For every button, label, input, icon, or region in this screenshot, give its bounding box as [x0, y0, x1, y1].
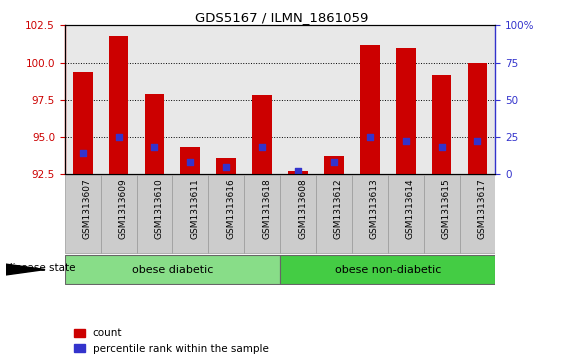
Bar [109, 36, 128, 174]
Text: GSM1313611: GSM1313611 [190, 178, 199, 239]
FancyBboxPatch shape [65, 175, 101, 253]
Bar [216, 158, 236, 174]
Bar [324, 156, 344, 174]
FancyBboxPatch shape [459, 175, 495, 253]
FancyBboxPatch shape [352, 175, 388, 253]
FancyBboxPatch shape [280, 255, 495, 284]
Text: obese non-diabetic: obese non-diabetic [334, 265, 441, 274]
Point [329, 159, 338, 165]
Bar [360, 45, 379, 174]
FancyBboxPatch shape [244, 175, 280, 253]
Text: obese diabetic: obese diabetic [132, 265, 213, 274]
Point [186, 159, 195, 165]
Polygon shape [6, 264, 45, 275]
Text: GSM1313614: GSM1313614 [406, 178, 415, 239]
FancyBboxPatch shape [424, 175, 459, 253]
Text: disease state: disease state [6, 263, 75, 273]
Text: GDS5167 / ILMN_1861059: GDS5167 / ILMN_1861059 [195, 11, 368, 24]
Text: GSM1313610: GSM1313610 [154, 178, 163, 239]
Point [473, 139, 482, 144]
Bar [181, 147, 200, 174]
Text: GSM1313612: GSM1313612 [334, 178, 343, 239]
Text: GSM1313613: GSM1313613 [370, 178, 379, 239]
Bar [396, 48, 415, 174]
FancyBboxPatch shape [208, 175, 244, 253]
Text: GSM1313615: GSM1313615 [441, 178, 450, 239]
FancyBboxPatch shape [137, 175, 172, 253]
Bar [468, 62, 488, 174]
Text: GSM1313609: GSM1313609 [119, 178, 128, 239]
FancyBboxPatch shape [316, 175, 352, 253]
Point [365, 134, 374, 140]
Text: GSM1313607: GSM1313607 [83, 178, 92, 239]
Point [222, 164, 231, 170]
Point [258, 144, 267, 150]
FancyBboxPatch shape [101, 175, 137, 253]
FancyBboxPatch shape [280, 175, 316, 253]
FancyBboxPatch shape [172, 175, 208, 253]
Point [293, 168, 302, 174]
Text: GSM1313608: GSM1313608 [298, 178, 307, 239]
FancyBboxPatch shape [65, 255, 280, 284]
Bar [252, 95, 272, 174]
FancyBboxPatch shape [388, 175, 424, 253]
Text: GSM1313616: GSM1313616 [226, 178, 235, 239]
Bar [288, 171, 308, 174]
Text: GSM1313617: GSM1313617 [477, 178, 486, 239]
Bar [73, 72, 92, 174]
Bar [432, 74, 452, 174]
Point [401, 139, 410, 144]
Point [437, 144, 446, 150]
Point [150, 144, 159, 150]
Point [78, 151, 87, 156]
Text: GSM1313618: GSM1313618 [262, 178, 271, 239]
Legend: count, percentile rank within the sample: count, percentile rank within the sample [70, 324, 273, 358]
Bar [145, 94, 164, 174]
Point [114, 134, 123, 140]
